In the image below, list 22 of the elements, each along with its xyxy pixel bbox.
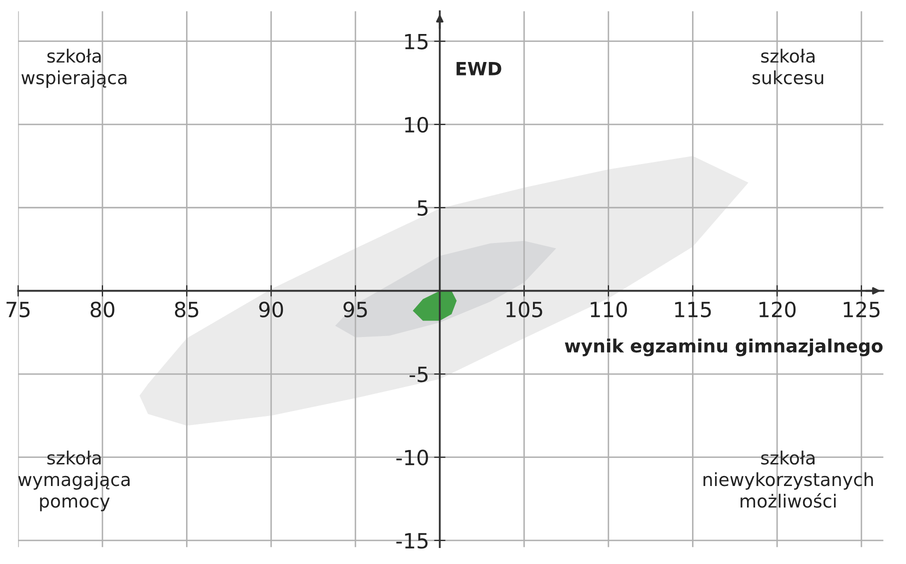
- annotation: szkoła niewykorzystanych możliwości: [704, 450, 873, 508]
- x-tick-label: 85: [174, 302, 198, 318]
- x-tick-label: 75: [6, 302, 30, 318]
- y-axis-title: EWD: [456, 62, 502, 76]
- x-tick-label: 125: [844, 302, 880, 318]
- annotation: szkoła sukcesu: [752, 48, 824, 84]
- y-tick-label: -5: [410, 366, 428, 382]
- x-tick-label: 115: [675, 302, 711, 318]
- annotation: szkoła wymagająca pomocy: [18, 450, 130, 512]
- x-axis-title: wynik egzaminu gimnazjalnego: [564, 338, 883, 356]
- x-tick-label: 90: [259, 302, 283, 318]
- x-tick-label: 105: [506, 302, 542, 318]
- y-tick-label: 15: [405, 34, 428, 50]
- y-tick-label: -15: [396, 533, 428, 549]
- annotation: szkoła wspierająca: [21, 48, 126, 88]
- x-tick-label: 95: [344, 302, 367, 318]
- y-tick-label: 5: [418, 200, 428, 216]
- x-tick-label: 110: [590, 302, 627, 318]
- x-tick-label: 120: [760, 302, 796, 318]
- y-tick-label: 10: [405, 116, 428, 133]
- y-tick-label: -10: [396, 450, 428, 466]
- x-tick-label: 80: [90, 302, 114, 318]
